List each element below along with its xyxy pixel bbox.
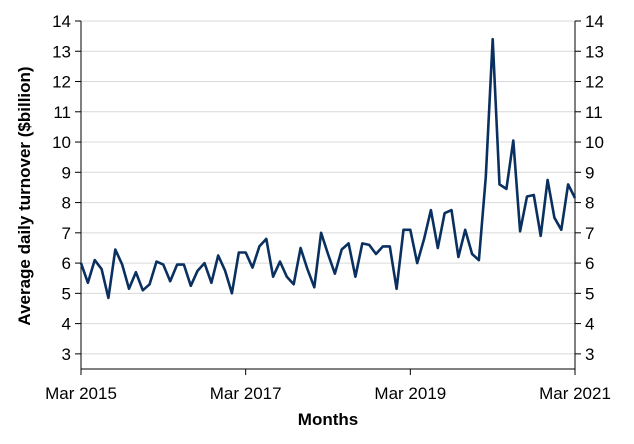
y-tick-label: 8	[585, 194, 594, 213]
x-axis-title: Months	[298, 410, 358, 429]
y-tick-label: 3	[585, 345, 594, 364]
y-tick-label: 12	[585, 73, 604, 92]
y-tick-label: 6	[585, 254, 594, 273]
x-tick-label: Mar 2017	[210, 384, 282, 403]
y-tick-label: 10	[52, 133, 71, 152]
y-axis-left-ticks: 3 4 5 6 7 8 9 10 11 12 13 14	[52, 12, 81, 364]
y-tick-label: 4	[585, 315, 594, 334]
y-tick-label: 11	[585, 103, 603, 122]
y-tick-label: 14	[52, 12, 71, 31]
y-tick-label: 12	[52, 73, 71, 92]
series-line	[79, 37, 577, 300]
gridlines	[81, 20, 575, 355]
x-tick-label: Mar 2019	[374, 384, 446, 403]
y-axis-right-ticks: 3 4 5 6 7 8 9 10 11 12 13 14	[575, 12, 604, 364]
y-tick-label: 5	[62, 284, 71, 303]
y-tick-label: 11	[53, 103, 71, 122]
y-tick-label: 14	[585, 12, 604, 31]
y-axis-title: Average daily turnover ($billion)	[15, 66, 34, 325]
x-axis-ticks: Mar 2015 Mar 2017 Mar 2019 Mar 2021	[45, 369, 611, 403]
y-tick-label: 10	[585, 133, 604, 152]
y-tick-label: 13	[585, 42, 604, 61]
y-tick-label: 7	[62, 224, 71, 243]
y-tick-label: 13	[52, 42, 71, 61]
y-tick-label: 9	[62, 163, 71, 182]
y-tick-label: 4	[62, 315, 71, 334]
series-layer	[79, 37, 577, 300]
y-tick-label: 7	[585, 224, 594, 243]
y-tick-label: 8	[62, 194, 71, 213]
x-tick-label: Mar 2021	[539, 384, 611, 403]
y-tick-label: 5	[585, 284, 594, 303]
y-tick-label: 6	[62, 254, 71, 273]
y-tick-label: 3	[62, 345, 71, 364]
y-tick-label: 9	[585, 163, 594, 182]
axes	[80, 21, 576, 370]
x-tick-label: Mar 2015	[45, 384, 117, 403]
